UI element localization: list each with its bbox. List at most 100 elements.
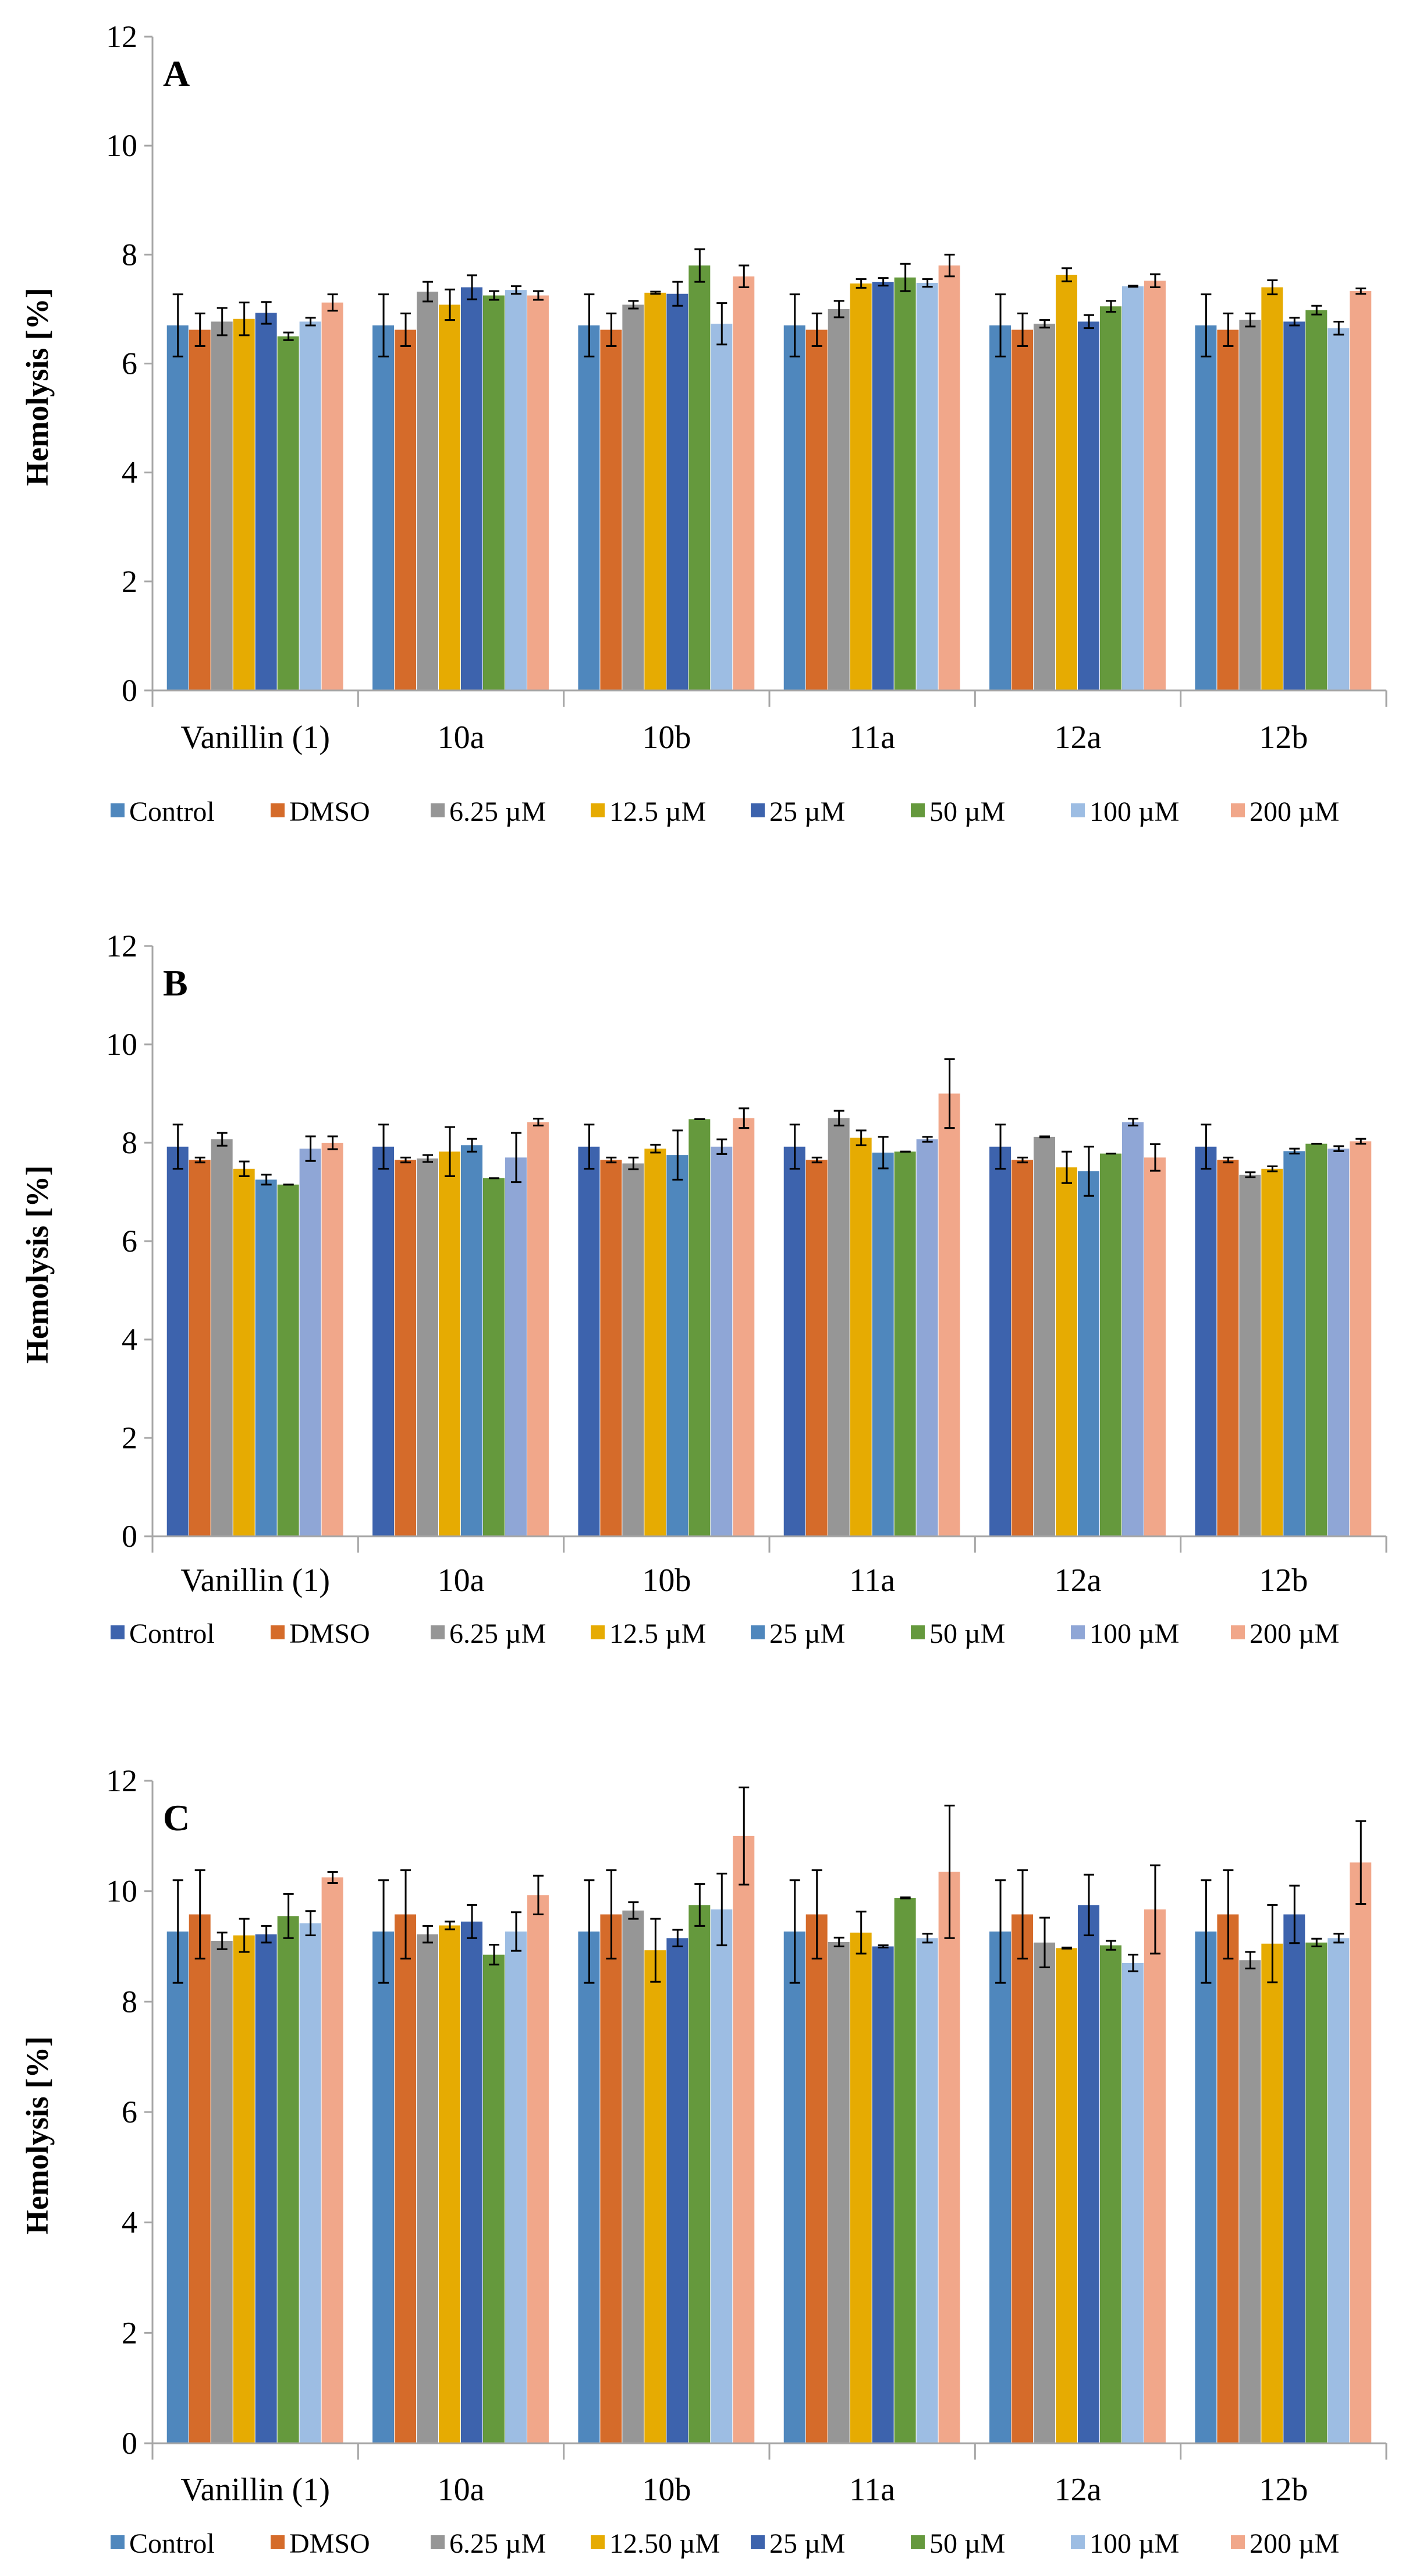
- error-bar: [1083, 1146, 1094, 1197]
- bar: [321, 1143, 343, 1536]
- bar: [1099, 1945, 1121, 2443]
- error-bar: [1149, 1864, 1160, 1955]
- bar: [211, 1941, 233, 2443]
- legend-label: 6.25 µM: [449, 2528, 546, 2559]
- x-tick-label: 10a: [438, 2472, 485, 2508]
- bar: [505, 290, 527, 691]
- y-tick-label: 4: [122, 2205, 137, 2240]
- legend-label: 200 µM: [1250, 2528, 1339, 2559]
- bar: [189, 1160, 211, 1536]
- error-bar: [261, 1925, 272, 1944]
- error-bar: [789, 293, 800, 357]
- bar: [1056, 274, 1077, 690]
- error-bar: [1355, 1820, 1366, 1905]
- error-bar: [1223, 1156, 1234, 1164]
- bar: [688, 1119, 711, 1536]
- bar: [733, 1836, 755, 2443]
- legend-label: 50 µM: [929, 796, 1005, 827]
- legend-swatch: [431, 803, 445, 817]
- y-tick-label: 10: [106, 1874, 137, 1909]
- x-tick-label: 10b: [642, 1562, 691, 1599]
- bar: [600, 1160, 622, 1536]
- error-bar: [305, 317, 316, 327]
- error-bar: [172, 1124, 183, 1170]
- error-bar: [650, 290, 661, 295]
- bar: [1078, 1905, 1099, 2443]
- error-bar: [400, 1156, 411, 1164]
- legend-swatch: [751, 803, 765, 817]
- error-bar: [789, 1879, 800, 1984]
- error-bar: [1105, 300, 1116, 313]
- bar: [850, 1138, 872, 1536]
- error-bar: [1267, 279, 1278, 296]
- error-bar: [510, 1132, 521, 1184]
- error-bar: [672, 1129, 683, 1181]
- bar: [255, 1179, 277, 1536]
- error-bar: [922, 1136, 933, 1143]
- error-bar: [533, 1118, 544, 1126]
- bar: [372, 1931, 395, 2443]
- y-tick-label: 0: [122, 673, 137, 708]
- error-bar: [922, 1933, 933, 1944]
- legend-label: 50 µM: [929, 2528, 1005, 2559]
- bar: [299, 1923, 321, 2443]
- bar: [1305, 1942, 1328, 2443]
- legend-label: DMSO: [289, 796, 370, 827]
- error-bar: [1201, 1879, 1212, 1984]
- legend-label: Control: [129, 1618, 215, 1649]
- bar: [277, 1916, 299, 2443]
- y-tick-label: 8: [122, 1984, 137, 2019]
- error-bar: [1311, 304, 1322, 316]
- bar: [916, 1938, 938, 2443]
- error-bar: [628, 1156, 639, 1171]
- error-bar: [1039, 1135, 1050, 1139]
- legend-label: 25 µM: [769, 796, 845, 827]
- x-tick-label: 10b: [642, 720, 691, 756]
- error-bar: [1245, 1951, 1256, 1969]
- y-tick-label: 6: [122, 2095, 137, 2129]
- chart-panel-a: 0 2 4 6 8 10 12 Hemolysis [%] A Vanillin (1) 10a 10…: [20, 19, 1387, 827]
- bar: [711, 324, 733, 690]
- bar: [461, 1921, 482, 2443]
- bar: [644, 1950, 666, 2443]
- x-tick-label: 12a: [1055, 1562, 1102, 1599]
- bar: [372, 1146, 395, 1536]
- bar: [783, 1931, 805, 2443]
- error-bar: [811, 1156, 822, 1164]
- legend-swatch: [911, 1625, 925, 1639]
- error-bar: [194, 1156, 205, 1164]
- bar: [1034, 1136, 1056, 1536]
- bar: [916, 1139, 938, 1536]
- error-bar: [878, 277, 889, 287]
- error-bar: [606, 312, 617, 348]
- error-bar: [510, 1911, 521, 1952]
- error-bar: [239, 1160, 250, 1177]
- bar: [989, 1931, 1011, 2443]
- error-bar: [716, 1138, 727, 1155]
- error-bar: [194, 312, 205, 348]
- error-bar: [1333, 1145, 1344, 1152]
- error-bar: [216, 1932, 228, 1950]
- bar: [894, 277, 916, 691]
- error-bar: [445, 1126, 456, 1177]
- x-tick-label: 12a: [1055, 720, 1102, 756]
- bar: [1217, 1914, 1239, 2443]
- error-bar: [194, 1869, 205, 1960]
- x-tick-label: Vanillin (1): [180, 2472, 330, 2508]
- error-bar: [261, 1174, 272, 1186]
- bar: [1261, 1168, 1283, 1536]
- bar: [1195, 325, 1217, 690]
- bar: [321, 1877, 343, 2443]
- x-tick-label: 12b: [1259, 2472, 1308, 2508]
- error-bar: [423, 1154, 434, 1163]
- bar: [916, 282, 938, 690]
- error-bar: [900, 263, 911, 292]
- legend-label: DMSO: [289, 1618, 370, 1649]
- error-bar: [533, 290, 544, 301]
- error-bar: [239, 302, 250, 336]
- chart-panel-b: 0 2 4 6 8 10 12 Hemolysis [%] B Vanillin (1) 10a 10…: [20, 929, 1387, 1649]
- error-bar: [739, 264, 750, 288]
- error-bar: [239, 1918, 250, 1953]
- y-axis-title: Hemolysis [%]: [20, 2036, 55, 2234]
- panel-label: A: [163, 53, 190, 94]
